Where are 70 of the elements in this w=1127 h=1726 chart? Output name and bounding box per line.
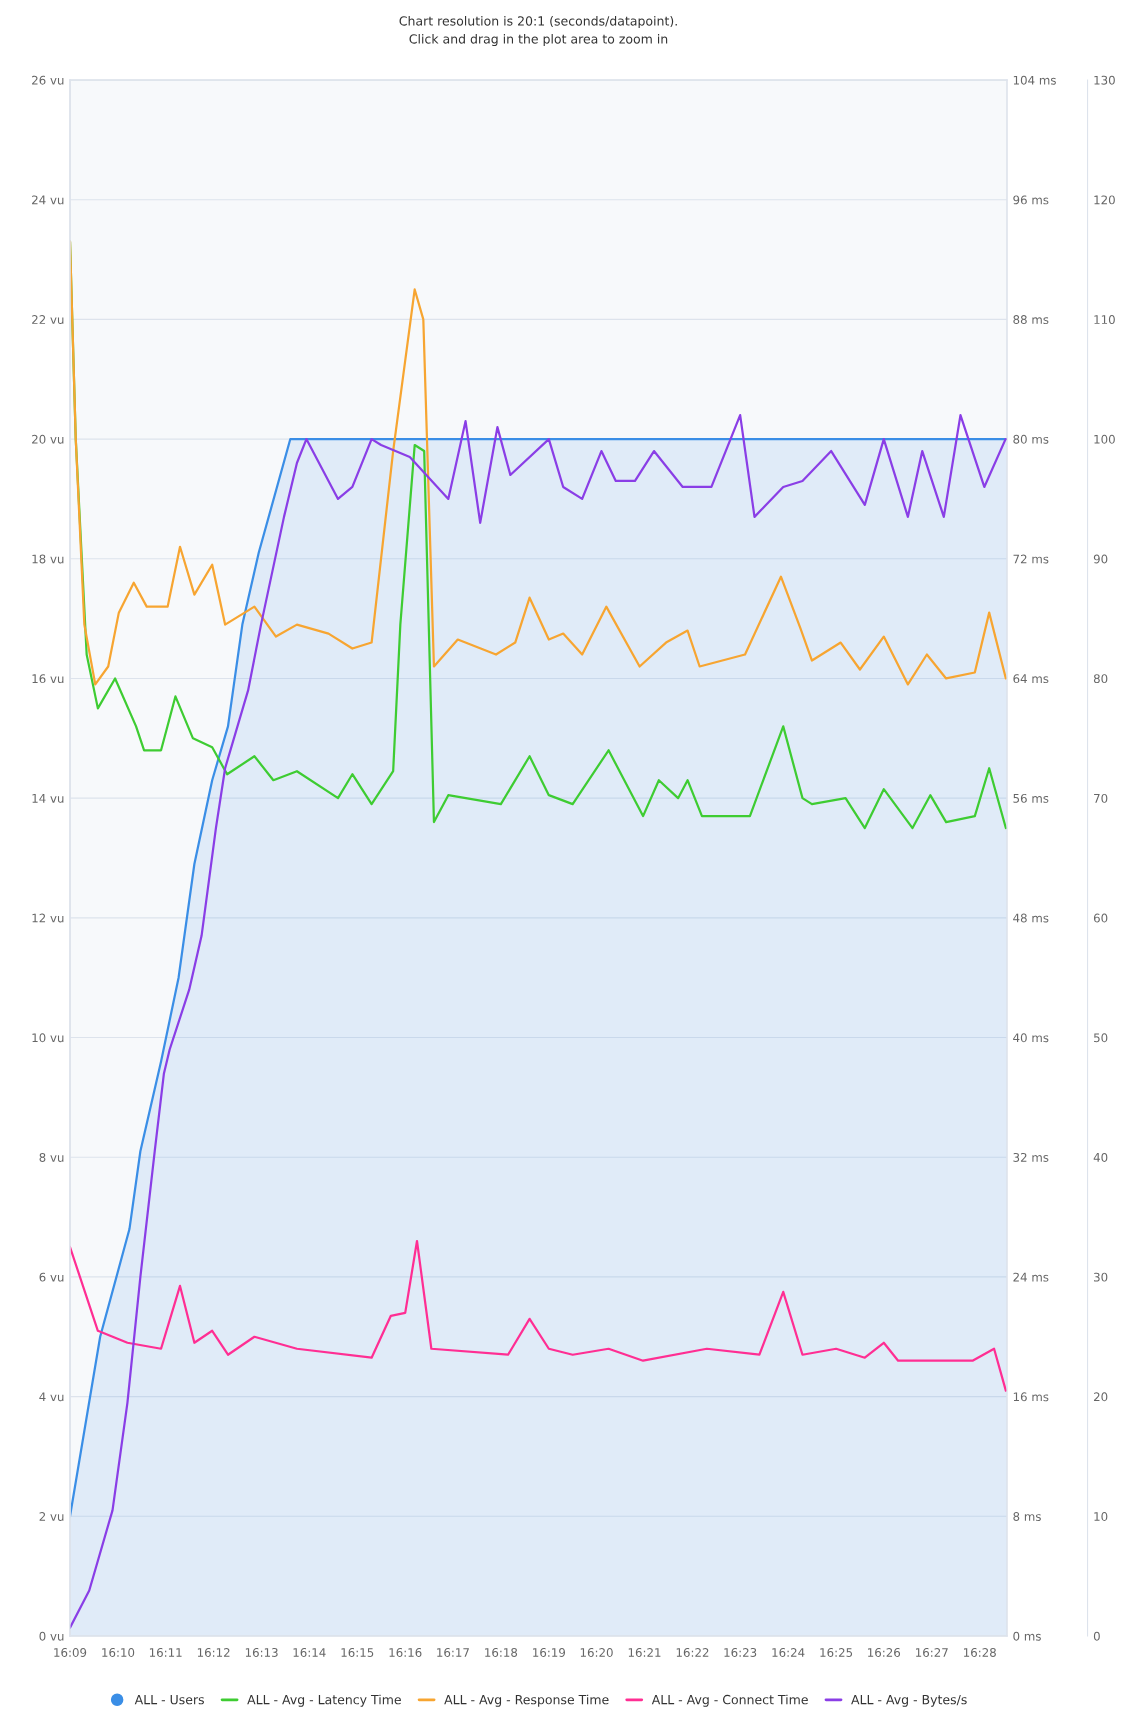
chart-subtitle: Click and drag in the plot area to zoom in bbox=[409, 33, 668, 47]
y3-tick-label: 60 bbox=[1093, 913, 1108, 923]
y2-tick-label: 16 ms bbox=[1013, 1392, 1049, 1402]
y2-tick-label: 0 ms bbox=[1013, 1631, 1041, 1641]
y3-tick-label: 0 bbox=[1093, 1631, 1100, 1641]
y3-tick-label: 40 bbox=[1093, 1152, 1108, 1162]
y2-tick-label: 88 ms bbox=[1013, 315, 1049, 325]
x-tick-label: 16:09 bbox=[54, 1648, 87, 1657]
y-tick-label: 0 vu bbox=[39, 1631, 64, 1641]
y-tick-label: 22 vu bbox=[32, 315, 64, 325]
y-tick-label: 2 vu bbox=[39, 1512, 64, 1521]
y2-tick-label: 64 ms bbox=[1013, 674, 1049, 684]
y2-tick-label: 104 ms bbox=[1013, 75, 1056, 85]
legend-label: ALL - Avg - Latency Time bbox=[247, 1694, 401, 1707]
y2-tick-label: 56 ms bbox=[1013, 793, 1049, 803]
y3-tick-label: 20 bbox=[1093, 1392, 1108, 1402]
x-tick-label: 16:14 bbox=[293, 1648, 326, 1657]
y-tick-label: 16 vu bbox=[32, 674, 64, 684]
y2-tick-label: 80 ms bbox=[1013, 434, 1049, 444]
y-tick-label: 24 vu bbox=[32, 195, 64, 205]
y3-tick-label: 130 bbox=[1094, 75, 1115, 85]
x-tick-label: 16:13 bbox=[245, 1648, 278, 1657]
legend-label: ALL - Avg - Response Time bbox=[444, 1694, 609, 1707]
x-tick-label: 16:11 bbox=[149, 1648, 182, 1657]
y-tick-label: 8 vu bbox=[39, 1152, 64, 1162]
x-tick-label: 16:16 bbox=[389, 1648, 422, 1657]
x-tick-label: 16:24 bbox=[772, 1648, 805, 1657]
y3-tick-label: 50 bbox=[1094, 1033, 1108, 1043]
y3-tick-label: 100 bbox=[1094, 434, 1115, 444]
y3-tick-label: 10 bbox=[1094, 1512, 1108, 1521]
y3-tick-label: 70 bbox=[1094, 793, 1108, 803]
y2-tick-label: 72 ms bbox=[1013, 554, 1049, 564]
x-tick-label: 16:22 bbox=[676, 1648, 709, 1657]
x-tick-label: 16:15 bbox=[341, 1648, 374, 1657]
y3-tick-label: 80 bbox=[1093, 674, 1108, 684]
x-tick-label: 16:23 bbox=[724, 1648, 757, 1657]
y-tick-label: 4 vu bbox=[39, 1392, 64, 1402]
chart-title: Chart resolution is 20:1 (seconds/datapoint). bbox=[399, 15, 677, 29]
x-tick-label: 16:19 bbox=[533, 1648, 566, 1657]
x-tick-label: 16:21 bbox=[628, 1648, 661, 1657]
y-tick-label: 20 vu bbox=[32, 434, 64, 444]
x-tick-label: 16:10 bbox=[102, 1648, 135, 1657]
y-tick-label: 26 vu bbox=[32, 75, 64, 85]
x-tick-label: 16:18 bbox=[485, 1648, 518, 1657]
y3-tick-label: 110 bbox=[1094, 315, 1115, 325]
legend-label: ALL - Users bbox=[134, 1695, 204, 1705]
x-tick-label: 16:17 bbox=[437, 1648, 469, 1657]
y2-tick-label: 32 ms bbox=[1013, 1152, 1049, 1162]
y3-tick-label: 90 bbox=[1093, 554, 1108, 564]
y2-tick-label: 24 ms bbox=[1013, 1272, 1049, 1282]
y-tick-label: 10 vu bbox=[32, 1033, 64, 1043]
y-tick-label: 14 vu bbox=[32, 794, 64, 803]
x-tick-label: 16:28 bbox=[964, 1648, 996, 1657]
line-series bbox=[70, 1239, 1007, 1392]
y-tick-label: 12 vu bbox=[32, 913, 64, 923]
x-tick-label: 16:26 bbox=[868, 1648, 901, 1657]
legend-label: ALL - Avg - Connect Time bbox=[651, 1694, 808, 1707]
x-tick-label: 16:27 bbox=[916, 1648, 948, 1657]
y2-tick-label: 96 ms bbox=[1013, 195, 1049, 205]
x-tick-label: 16:25 bbox=[820, 1648, 853, 1657]
x-tick-label: 16:12 bbox=[197, 1648, 230, 1657]
x-tick-label: 16:20 bbox=[580, 1648, 613, 1657]
y2-tick-label: 48 ms bbox=[1013, 913, 1049, 923]
y2-tick-label: 8 ms bbox=[1013, 1512, 1041, 1521]
legend-label: ALL - Avg - Bytes/s bbox=[851, 1695, 967, 1707]
y-tick-label: 18 vu bbox=[32, 554, 64, 564]
y-tick-label: 6 vu bbox=[39, 1272, 64, 1282]
y3-tick-label: 120 bbox=[1094, 195, 1115, 205]
y3-tick-label: 30 bbox=[1094, 1272, 1108, 1282]
y2-tick-label: 40 ms bbox=[1013, 1033, 1049, 1043]
